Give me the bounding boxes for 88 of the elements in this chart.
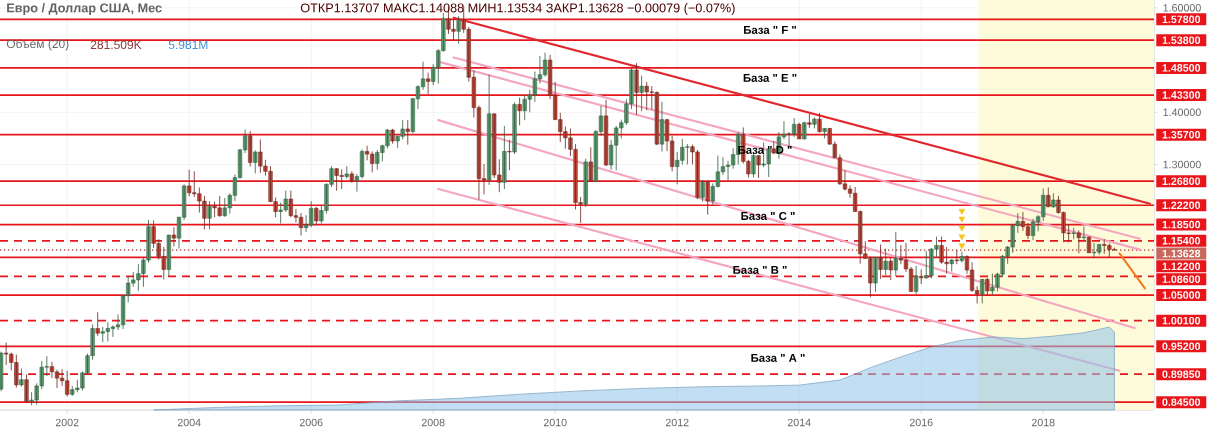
x-tick-label: 2010 [543, 418, 567, 427]
chart-title: Евро / Доллар США, Мес [7, 3, 162, 15]
ref-line-label: 1.08600 [1162, 275, 1201, 283]
ref-line-label: 1.13628 [1162, 249, 1201, 258]
candlestick [426, 72, 431, 95]
ref-line-label: 1.15400 [1162, 236, 1201, 245]
candlestick [873, 256, 878, 293]
candlestick [980, 278, 985, 304]
ref-line-label: 1.18500 [1162, 220, 1201, 229]
candlestick [878, 244, 883, 280]
ref-line-label: 1.22200 [1162, 201, 1201, 210]
x-tick-label: 2004 [177, 418, 201, 427]
candlestick [817, 112, 822, 134]
candlestick [1081, 226, 1086, 242]
candlestick [207, 200, 212, 230]
candlestick [1076, 229, 1081, 254]
ref-line-label: 0.95200 [1162, 342, 1201, 351]
x-tick-label: 2008 [421, 418, 445, 427]
point [958, 234, 966, 241]
ref-line-label: 0.84500 [1162, 398, 1201, 406]
candlestick [588, 146, 593, 183]
chart-title: Объём (20) [6, 39, 69, 51]
y-tick-label: 1.30000 [1163, 160, 1201, 169]
point [958, 225, 966, 232]
candlestick [639, 75, 644, 112]
x-tick-label: 2018 [1031, 418, 1055, 427]
candlestick [883, 248, 888, 276]
candlestick [797, 122, 802, 140]
candlestick [248, 130, 253, 167]
x-tick-label: 2006 [299, 418, 323, 427]
candlestick [390, 128, 395, 145]
candlestick [95, 311, 100, 337]
ref-line-label: 1.53800 [1162, 36, 1201, 44]
ref-line-label: 1.57800 [1162, 15, 1201, 24]
y-tick-label: 1.40000 [1163, 108, 1201, 117]
annotation: 281.509K [90, 40, 142, 50]
candlestick [700, 179, 705, 202]
candlestick [507, 139, 512, 171]
annotation: База " E " [743, 74, 797, 82]
x-tick-label: 2012 [665, 418, 689, 427]
point [958, 216, 966, 223]
y-tick-label: 1.60000 [1163, 4, 1201, 12]
ref-line-label: 1.48500 [1162, 64, 1201, 72]
ref-line-label: 1.12200 [1162, 262, 1201, 271]
candlestick [812, 117, 817, 129]
candlestick [1086, 236, 1092, 254]
candlestick [807, 113, 812, 129]
ref-line-label: 1.35700 [1162, 130, 1201, 139]
candlestick [24, 374, 29, 403]
candlestick [456, 15, 461, 45]
candlestick [949, 258, 954, 272]
candlestick [888, 257, 893, 281]
point [958, 208, 966, 215]
annotation: База " F " [744, 26, 796, 34]
candlestick [1051, 192, 1056, 209]
candlestick [253, 150, 258, 174]
ref-line-label: 1.43300 [1162, 91, 1201, 99]
ref-line-label: 1.05000 [1162, 291, 1201, 299]
x-tick-label: 2014 [787, 418, 811, 427]
candlestick [893, 231, 898, 277]
candlestick [19, 368, 24, 387]
ref-line-label: 1.26800 [1162, 177, 1201, 185]
candlestick [344, 165, 349, 180]
candlestick [583, 158, 588, 208]
candlestick [512, 101, 517, 155]
candlestick [705, 180, 710, 216]
annotation: 5.981M [168, 40, 208, 50]
annotation: База " B " [733, 266, 787, 274]
ref-line-label: 0.89850 [1162, 370, 1201, 378]
candlestick [954, 249, 959, 265]
candlestick [1046, 187, 1051, 208]
candlestick [171, 226, 177, 247]
candlestick [634, 62, 639, 116]
annotation: База " C " [741, 211, 795, 220]
x-tick-label: 2016 [909, 418, 933, 427]
candlestick [985, 277, 990, 297]
candlestick [405, 119, 410, 146]
candlestick [802, 121, 807, 140]
candlestick [502, 125, 507, 190]
point [958, 243, 966, 250]
x-tick-label: 2002 [55, 418, 79, 427]
candlestick [314, 206, 319, 225]
candlestick [1071, 227, 1076, 240]
candlestick [517, 97, 522, 126]
annotation: База " A " [751, 354, 805, 362]
candlestick [822, 127, 827, 139]
ref-line-label: 1.00100 [1162, 316, 1201, 325]
candlestick [756, 154, 761, 179]
